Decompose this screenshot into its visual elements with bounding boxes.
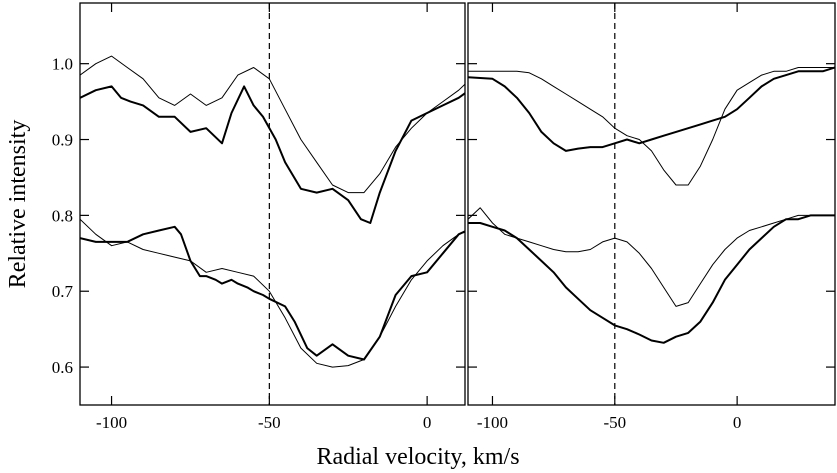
series-line-right-1	[468, 67, 835, 186]
y-tick-labels: 0.6 0.7 0.8 0.9 1.0	[52, 55, 74, 377]
plot-frame-right	[467, 2, 836, 406]
x-tick-label: -100	[477, 413, 508, 432]
series-line-left-3	[80, 218, 465, 368]
y-tick-label: 0.8	[52, 206, 73, 225]
series-group-left	[80, 55, 465, 368]
series-line-left-1	[80, 55, 465, 194]
ticks-left: -100 -50 0	[80, 3, 465, 432]
plot-frame-left	[79, 2, 466, 406]
y-axis-title: Relative intensity	[5, 120, 31, 289]
y-tick-label: 0.7	[52, 282, 74, 301]
x-tick-label: -50	[258, 413, 281, 432]
x-tick-label: -100	[96, 413, 127, 432]
panel-right: -100 -50 0	[467, 2, 836, 432]
x-tick-label: 0	[733, 413, 742, 432]
series-line-right-2	[468, 66, 835, 152]
y-tick-label: 0.9	[52, 131, 73, 150]
series-group-right	[468, 66, 835, 344]
series-line-left-4	[80, 225, 465, 361]
y-tick-label: 0.6	[52, 358, 73, 377]
x-tick-label: -50	[603, 413, 626, 432]
x-axis-title: Radial velocity, km/s	[316, 444, 519, 470]
x-tick-label: 0	[423, 413, 432, 432]
panel-left: -100 -50 0	[79, 2, 466, 432]
series-line-left-2	[80, 85, 465, 224]
ticks-right: -100 -50 0	[468, 3, 835, 432]
series-line-right-4	[468, 214, 835, 344]
y-tick-label: 1.0	[52, 55, 73, 74]
